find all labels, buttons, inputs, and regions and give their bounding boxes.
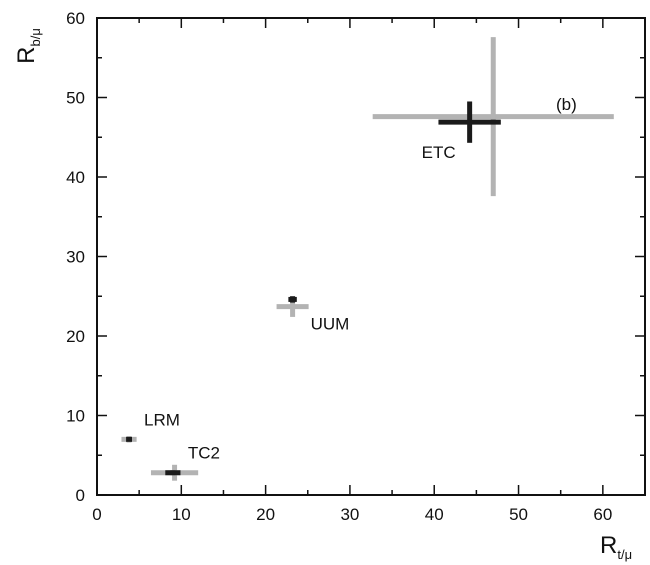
y-tick-label: 10 [66, 407, 85, 426]
y-axis-title: Rb/μ [13, 28, 43, 64]
x-tick-label: 30 [340, 505, 359, 524]
point-label-lrm: LRM [144, 410, 180, 429]
x-tick-label: 60 [593, 505, 612, 524]
y-tick-label: 40 [66, 168, 85, 187]
x-tick-label: 40 [425, 505, 444, 524]
x-tick-label: 20 [256, 505, 275, 524]
point-label-uum: UUM [311, 314, 350, 333]
y-tick-label: 30 [66, 248, 85, 267]
y-tick-label: 50 [66, 89, 85, 108]
point-tc2-dark [165, 470, 180, 475]
x-tick-label: 0 [92, 505, 101, 524]
point-uum-dark [288, 296, 296, 302]
x-axis-title: Rt/μ [600, 532, 632, 562]
point-etc-light [373, 37, 614, 196]
point-label-etc: ETC [422, 143, 456, 162]
point-lrm-dark [126, 438, 132, 441]
y-tick-label: 0 [76, 486, 85, 505]
y-tick-label: 60 [66, 9, 85, 28]
x-tick-label: 10 [172, 505, 191, 524]
point-label-tc2: TC2 [188, 444, 220, 463]
x-tick-label: 50 [509, 505, 528, 524]
y-tick-label: 20 [66, 327, 85, 346]
panel-label: (b) [556, 95, 577, 114]
